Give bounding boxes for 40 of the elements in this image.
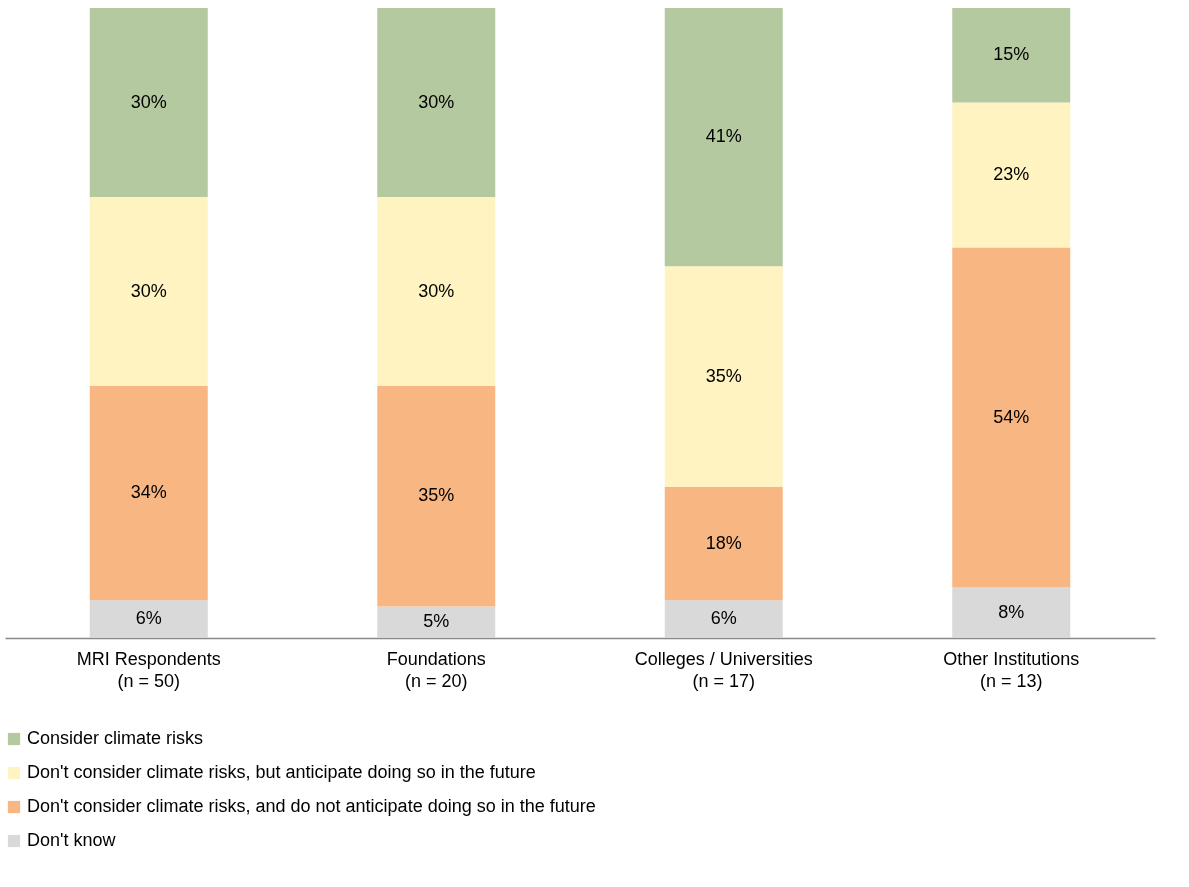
x-tick-label: Other Institutions (n = 13) — [943, 648, 1080, 691]
bar — [664, 8, 783, 267]
bar — [377, 8, 496, 197]
data-label: 18% — [705, 532, 742, 553]
bar — [89, 197, 208, 386]
data-label: 35% — [705, 365, 742, 386]
bar — [952, 587, 1071, 638]
bar — [952, 102, 1071, 248]
bar — [952, 8, 1071, 103]
data-label: 30% — [130, 91, 167, 112]
data-label: 54% — [993, 406, 1030, 427]
x-tick-label: MRI Respondents (n = 50) — [76, 648, 221, 691]
x-tick-label: Colleges / Universities (n = 17) — [634, 648, 813, 691]
bar — [664, 486, 783, 601]
data-label: 30% — [418, 280, 455, 301]
data-label: 23% — [993, 163, 1030, 184]
data-label: 8% — [998, 601, 1025, 622]
bar — [664, 266, 783, 487]
data-label: 6% — [135, 608, 162, 629]
bar — [89, 8, 208, 197]
data-label: 30% — [130, 280, 167, 301]
bar — [377, 197, 496, 386]
bar — [89, 600, 208, 638]
data-label: 5% — [423, 611, 450, 632]
data-label: 41% — [705, 126, 742, 147]
bar — [89, 386, 208, 601]
bar — [377, 386, 496, 607]
legend-label: Don't consider climate risks, but anticipate doing so in the future — [27, 762, 536, 782]
data-label: 34% — [130, 482, 167, 503]
bar — [952, 247, 1071, 588]
data-label: 15% — [993, 44, 1030, 65]
bar — [664, 600, 783, 638]
legend-label: Don't know — [27, 830, 117, 850]
bar — [377, 606, 496, 638]
data-label: 30% — [418, 91, 455, 112]
legend-label: Don't consider climate risks, and do not anticipate doing so in the future — [27, 796, 596, 816]
x-tick-label: Foundations (n = 20) — [386, 648, 486, 691]
data-label: 6% — [710, 608, 737, 629]
data-label: 35% — [418, 485, 455, 506]
legend-label: Consider climate risks — [27, 728, 204, 748]
